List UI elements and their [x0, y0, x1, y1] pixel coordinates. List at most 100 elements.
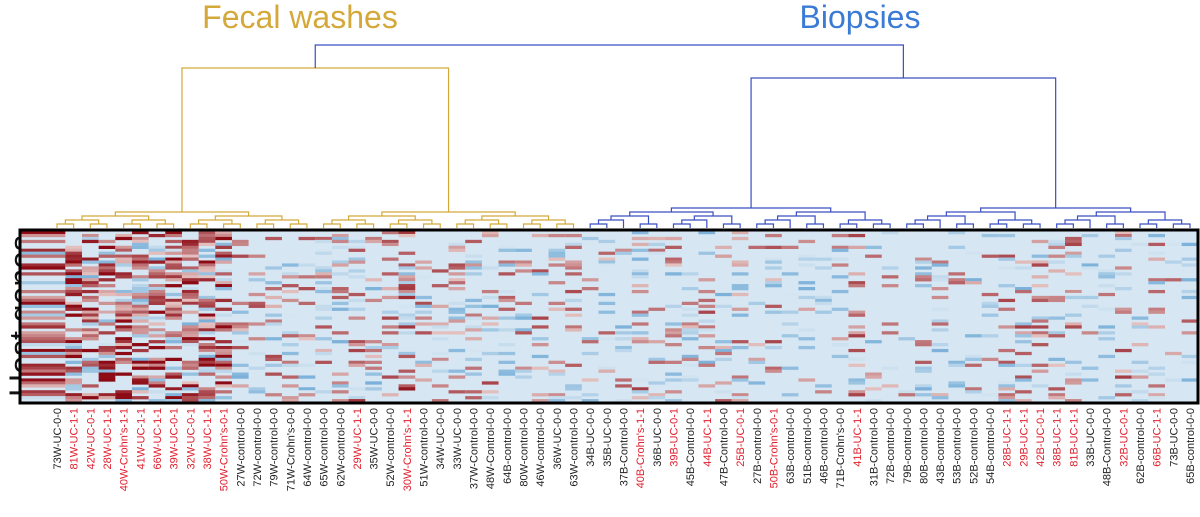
- heatmap-cell: [781, 366, 799, 370]
- heatmap-cell: [1181, 378, 1197, 382]
- heatmap-cell: [148, 375, 166, 379]
- heatmap-cell: [331, 331, 349, 335]
- heatmap-cell: [1048, 334, 1066, 338]
- heatmap-cell: [98, 363, 116, 367]
- heatmap-cell: [131, 331, 149, 335]
- heatmap-cell: [348, 260, 366, 264]
- heatmap-cell: [131, 278, 149, 282]
- heatmap-cell: [165, 251, 182, 255]
- heatmap-cell: [898, 393, 916, 397]
- heatmap-cell: [581, 378, 599, 382]
- heatmap-cell: [498, 360, 516, 364]
- heatmap-cell: [398, 316, 416, 320]
- heatmap-cell: [848, 310, 866, 314]
- heatmap-cell: [131, 287, 149, 291]
- heatmap-cell: [148, 260, 166, 264]
- heatmap-cell: [398, 351, 416, 356]
- heatmap-cell: [931, 287, 949, 291]
- heatmap-cell: [415, 360, 432, 364]
- heatmap-cell: [848, 357, 866, 362]
- heatmap-cell: [931, 328, 949, 332]
- heatmap-cell: [81, 289, 99, 294]
- heatmap-cell: [265, 393, 282, 397]
- heatmap-cell: [431, 322, 449, 326]
- heatmap-cell: [631, 231, 649, 235]
- heatmap-cell: [481, 316, 499, 320]
- heatmap-cell: [631, 310, 649, 314]
- heatmap-cell: [198, 328, 216, 332]
- heatmap-cell: [781, 272, 799, 276]
- heatmap-cell: [265, 363, 282, 367]
- heatmap-cell: [21, 281, 66, 285]
- heatmap-cell: [81, 257, 99, 261]
- heatmap-cell: [748, 357, 766, 362]
- heatmap-cell: [398, 287, 416, 291]
- heatmap-cell: [1081, 304, 1099, 308]
- heatmap-cell: [148, 366, 166, 370]
- heatmap-cell: [531, 366, 549, 370]
- heatmap-cell: [665, 372, 682, 376]
- heatmap-cell: [1048, 396, 1066, 400]
- heatmap-cell: [331, 399, 349, 403]
- heatmap-cell: [65, 284, 82, 288]
- heatmap-cell: [448, 348, 466, 353]
- heatmap-cell: [115, 263, 132, 267]
- heatmap-cell: [181, 287, 199, 291]
- heatmap-cell: [581, 340, 599, 344]
- heatmap-cell: [631, 257, 649, 261]
- sample-label: 40B-Crohn's-1-1: [635, 408, 647, 488]
- heatmap-cell: [181, 331, 199, 335]
- heatmap-cell: [1148, 366, 1166, 370]
- heatmap-cell: [198, 313, 216, 317]
- heatmap-cell: [81, 322, 99, 326]
- heatmap-cell: [1148, 257, 1166, 261]
- heatmap-cell: [1131, 343, 1149, 347]
- heatmap-cell: [581, 351, 599, 356]
- heatmap-cell: [531, 325, 549, 329]
- heatmap-cell: [165, 393, 182, 397]
- heatmap-cell: [115, 298, 132, 303]
- heatmap-cell: [198, 369, 216, 373]
- heatmap-cell: [1131, 325, 1149, 329]
- heatmap-cell: [148, 363, 166, 367]
- sample-label: 32B-UC-0-1: [1118, 408, 1130, 467]
- heatmap-cell: [265, 295, 282, 300]
- sample-label: 34W-UC-0-0: [435, 408, 447, 470]
- heatmap-cell: [81, 366, 99, 370]
- heatmap-cell: [998, 298, 1016, 303]
- heatmap-cell: [131, 390, 149, 394]
- heatmap-cell: [631, 242, 649, 247]
- heatmap-cell: [165, 334, 182, 338]
- heatmap-cell: [698, 384, 716, 388]
- heatmap-cell: [648, 236, 666, 241]
- heatmap-cell: [65, 345, 82, 350]
- heatmap-cell: [381, 393, 399, 397]
- heatmap-cell: [281, 343, 299, 347]
- heatmap-cell: [1015, 322, 1032, 326]
- heatmap-cell: [515, 331, 532, 335]
- heatmap-cell: [265, 322, 282, 326]
- heatmap-cell: [281, 384, 299, 388]
- dendrogram-branch: [322, 223, 341, 228]
- heatmap-cell: [181, 366, 199, 370]
- heatmap-cell: [915, 275, 932, 279]
- heatmap-cell: [798, 345, 816, 350]
- heatmap-cell: [448, 310, 466, 314]
- heatmap-cell: [865, 372, 882, 376]
- heatmap-cell: [431, 351, 449, 356]
- heatmap-cell: [181, 340, 199, 344]
- heatmap-cell: [1065, 372, 1082, 376]
- dendrogram-branch: [56, 223, 75, 228]
- heatmap-cell: [1031, 254, 1049, 258]
- heatmap-cell: [415, 322, 432, 326]
- sample-label: 38W-UC-1-1: [202, 408, 214, 470]
- heatmap-cell: [681, 325, 699, 329]
- heatmap-cell: [131, 366, 149, 370]
- heatmap-cell: [21, 363, 66, 367]
- heatmap-cell: [21, 231, 66, 235]
- sample-label: 51W-control-0-0: [419, 408, 431, 487]
- heatmap-cell: [21, 334, 66, 338]
- heatmap-cell: [65, 287, 82, 291]
- heatmap-cell: [965, 278, 982, 282]
- heatmap-cell: [81, 284, 99, 288]
